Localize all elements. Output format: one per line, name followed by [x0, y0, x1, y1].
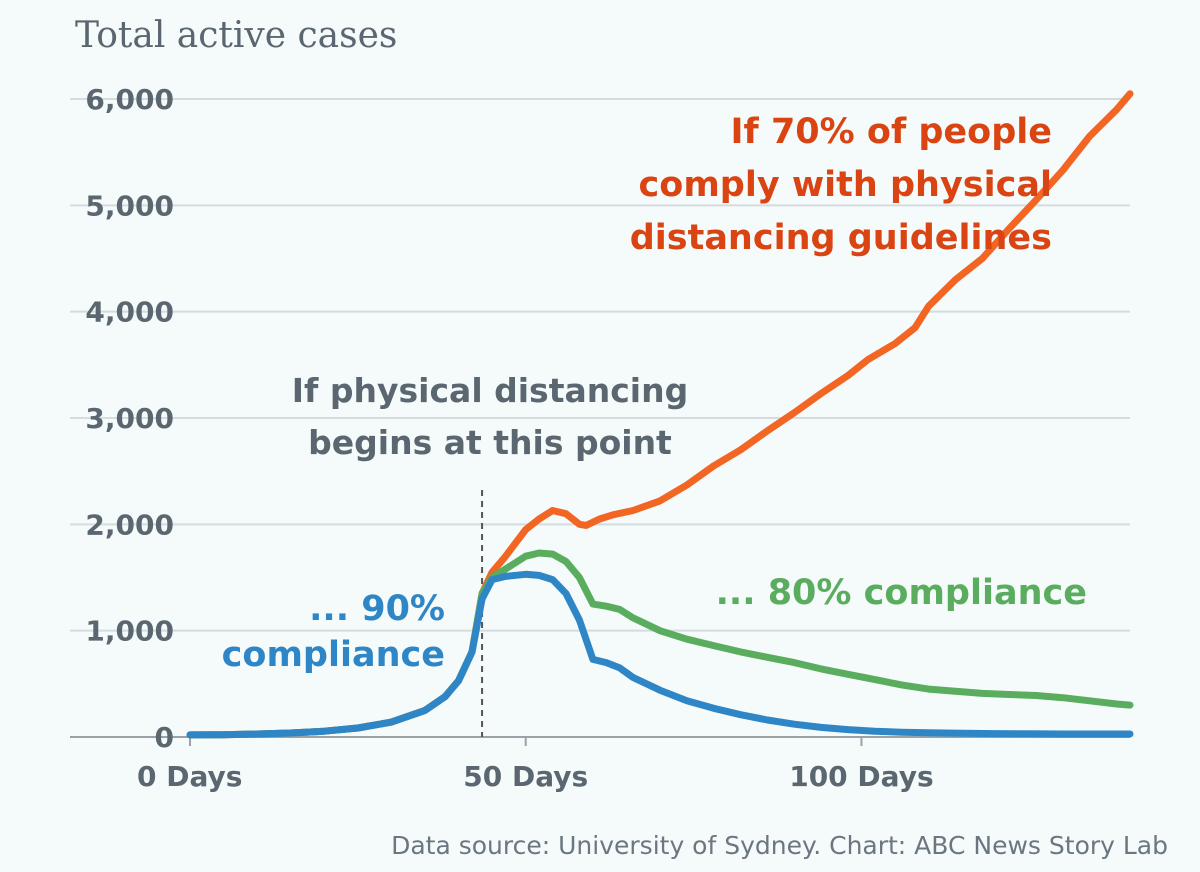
y-tick-label: 2,000 — [85, 508, 174, 541]
x-tick-label: 0 Days — [137, 760, 242, 793]
series-lines — [186, 90, 1134, 739]
y-tick-label: 4,000 — [85, 296, 174, 329]
annotations: If physical distancing begins at this poi… — [222, 112, 1087, 675]
x-axis-ticks: 0 Days 50 Days 100 Days — [137, 737, 934, 793]
annotation-marker-line-1: If physical distancing — [292, 371, 688, 410]
y-tick-label: 0 — [155, 721, 174, 754]
y-tick-label: 5,000 — [85, 189, 174, 222]
gridlines — [70, 98, 1130, 738]
annotation-90-line-2: compliance — [222, 635, 445, 675]
x-tick-label: 50 Days — [463, 760, 588, 793]
annotation-marker-line-2: begins at this point — [308, 423, 672, 462]
series-line-90 — [186, 570, 1134, 739]
y-tick-label: 6,000 — [85, 83, 174, 116]
y-tick-label: 1,000 — [85, 615, 174, 648]
y-tick-label: 3,000 — [85, 402, 174, 435]
annotation-70-line-2: comply with physical — [639, 165, 1052, 205]
chart-title: Total active cases — [75, 15, 397, 56]
source-note: Data source: University of Sydney. Chart… — [391, 831, 1168, 860]
annotation-70-line-1: If 70% of people — [731, 112, 1052, 152]
annotation-80-line-1: ... 80% compliance — [716, 573, 1087, 613]
y-axis-ticks: 0 1,000 2,000 3,000 4,000 5,000 6,000 — [85, 83, 174, 754]
x-tick-label: 100 Days — [789, 760, 933, 793]
annotation-90-line-1: ... 90% — [309, 589, 445, 629]
annotation-70-line-3: distancing guidelines — [630, 218, 1052, 258]
